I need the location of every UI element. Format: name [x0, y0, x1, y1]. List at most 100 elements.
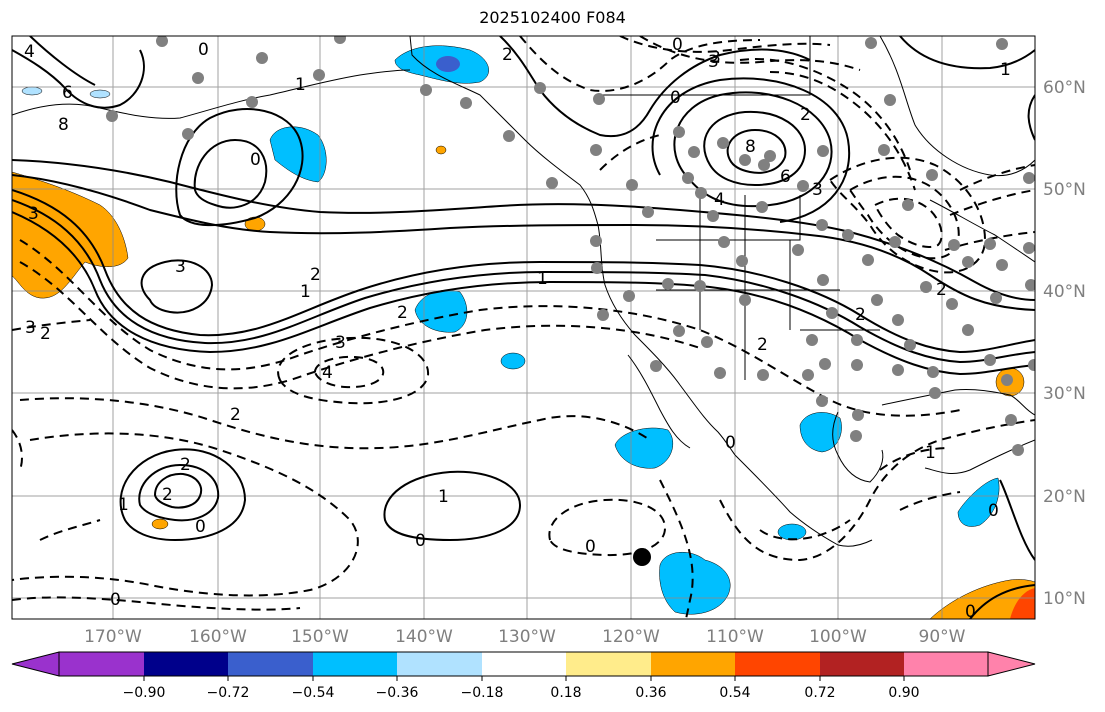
contour-labels: 4 6 8 3 0 2 3 1 0 2 1 2 3 0 6 8 4 3 2 1 …: [24, 35, 1011, 619]
colorbar: −0.90 −0.72 −0.54 −0.36 −0.18 0.18 0.36 …: [11, 651, 1036, 701]
contour-label: 2: [310, 265, 321, 285]
contour-label: 1: [925, 443, 936, 463]
colorbar-tick-label: −0.72: [207, 685, 250, 701]
colorbar-right-extension: [987, 651, 1036, 677]
lon-label: 130°W: [498, 627, 556, 647]
contour-label: 8: [745, 137, 756, 157]
lat-label: 30°N: [1043, 384, 1086, 404]
contour-label: 0: [988, 501, 999, 521]
contour-label: 0: [585, 537, 596, 557]
lightblue-blob-2: [89, 89, 111, 99]
lightblue-blob-1: [21, 86, 43, 96]
lat-label: 60°N: [1043, 78, 1086, 98]
colorbar-segment: [397, 652, 482, 676]
contour-label: 3: [28, 204, 39, 224]
contour-label: 1: [295, 75, 306, 95]
colorbar-left-extension: [11, 651, 60, 677]
colorbar-tick-label: 0.72: [804, 685, 835, 701]
contour-label: 3: [812, 180, 823, 200]
lon-label: 90°W: [919, 627, 966, 647]
contour-label: 0: [198, 40, 209, 60]
contour-label: 0: [250, 150, 261, 170]
colorbar-tick-label: 0.54: [719, 685, 750, 701]
lon-label: 120°W: [602, 627, 660, 647]
lat-label: 40°N: [1043, 282, 1086, 302]
contour-label: 0: [725, 433, 736, 453]
blue-blob-small: [500, 352, 526, 370]
colorbar-segment: [566, 652, 651, 676]
contour-label: 4: [714, 190, 725, 210]
contour-label: 0: [670, 88, 681, 108]
contour-label: 6: [62, 83, 73, 103]
lat-label: 50°N: [1043, 180, 1086, 200]
blue-region-gulf: [269, 126, 327, 183]
lon-label: 100°W: [809, 627, 867, 647]
orange-blob-4: [435, 145, 447, 155]
colorbar-tick-label: 0.18: [550, 685, 581, 701]
colorbar-tick-label: −0.36: [376, 685, 419, 701]
contour-label: 2: [230, 405, 241, 425]
lon-label: 170°W: [84, 627, 142, 647]
contour-label: 2: [936, 280, 947, 300]
lon-label: 160°W: [189, 627, 247, 647]
colorbar-outline: [58, 651, 989, 677]
contour-label: 3: [175, 257, 186, 277]
colorbar-segment: [228, 652, 313, 676]
contour-label: 4: [322, 363, 333, 383]
colorbar-segment: [313, 652, 397, 676]
colorbar-segment: [735, 652, 820, 676]
latitude-axis: 60°N 50°N 40°N 30°N 20°N 10°N: [1043, 78, 1086, 609]
darkblue-core-alaska: [436, 56, 460, 72]
colorbar-tick-label: 0.36: [635, 685, 666, 701]
coastlines: [12, 36, 1035, 547]
contour-label: 1: [300, 282, 311, 302]
colorbar-segment: [820, 652, 904, 676]
colorbar-tick-label: −0.18: [461, 685, 504, 701]
contour-label: 2: [162, 485, 173, 505]
shaded-regions: [12, 45, 1035, 619]
contour-label: 0: [672, 35, 683, 55]
contour-label: 3: [335, 333, 346, 353]
contour-label: 3: [708, 52, 719, 72]
orange-blob-2: [151, 518, 169, 530]
contour-label: 8: [58, 115, 69, 135]
colorbar-segment: [144, 652, 228, 676]
red-region-southeast: [1010, 588, 1035, 619]
contour-label: 1: [438, 487, 449, 507]
station-dots: [106, 36, 1035, 456]
contour-label: 0: [110, 590, 121, 610]
lat-label: 20°N: [1043, 487, 1086, 507]
contour-label: 3: [25, 318, 36, 338]
lon-label: 110°W: [706, 627, 764, 647]
contour-label: 2: [180, 455, 191, 475]
contour-label: 0: [195, 517, 206, 537]
contour-label: 2: [502, 45, 513, 65]
contour-label: 1: [537, 269, 548, 289]
blue-region-mexico-gulf: [799, 412, 842, 453]
colorbar-tick-label: −0.90: [123, 685, 166, 701]
map-frame: [11, 35, 1036, 620]
colorbar-segment: [59, 652, 144, 676]
contour-label: 1: [1000, 60, 1011, 80]
contour-label: 1: [118, 495, 129, 515]
lon-label: 150°W: [291, 627, 349, 647]
contour-label: 6: [780, 167, 791, 187]
graticule: [12, 36, 1035, 619]
colorbar-segment: [651, 652, 735, 676]
location-marker: [633, 548, 651, 566]
colorbar-segment: [482, 652, 566, 676]
colorbar-segment: [904, 652, 988, 676]
contour-label: 4: [24, 42, 35, 62]
contour-label: 3: [710, 48, 721, 68]
contour-label: 0: [415, 531, 426, 551]
contour-label: 2: [397, 303, 408, 323]
lon-label: 140°W: [395, 627, 453, 647]
longitude-axis: 170°W 160°W 150°W 140°W 130°W 120°W 110°…: [84, 627, 966, 647]
blue-region-caribbean: [957, 477, 1000, 527]
contour-label: 2: [855, 305, 866, 325]
contour-label: 2: [40, 324, 51, 344]
contour-label: 2: [757, 335, 768, 355]
map-title: 2025102400 F084: [479, 8, 626, 27]
colorbar-tick-label: 0.90: [888, 685, 919, 701]
